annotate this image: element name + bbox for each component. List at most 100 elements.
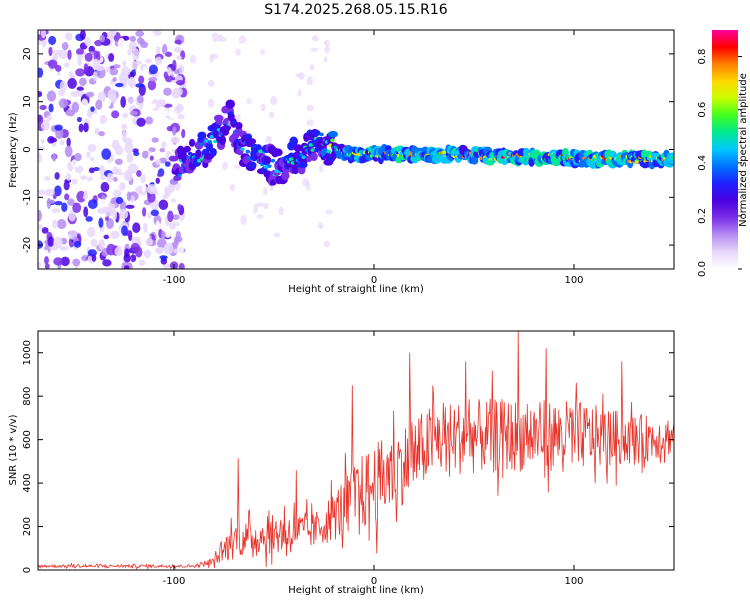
noise-blob	[268, 111, 275, 119]
noise-blob	[157, 172, 163, 177]
noise-blob	[260, 49, 266, 55]
noise-blob	[54, 172, 60, 180]
ridge-core	[177, 173, 182, 178]
noise-blob	[38, 146, 46, 152]
noise-blob	[161, 231, 166, 239]
y-tick-label: 10	[22, 95, 33, 108]
noise-blob	[325, 209, 334, 215]
noise-blob	[256, 202, 265, 207]
noise-blob	[52, 153, 57, 162]
noise-blob	[126, 191, 132, 201]
x-tick-label: -100	[163, 275, 186, 286]
colorbar-axis: 0.0 0.2 0.4 0.6 0.8	[697, 49, 742, 277]
noise-blob	[140, 41, 149, 49]
noise-blob	[84, 36, 91, 47]
noise-blob	[98, 130, 105, 137]
noise-blob	[273, 232, 281, 238]
noise-blob	[99, 199, 108, 205]
noise-blob	[161, 141, 167, 149]
noise-blob	[121, 225, 128, 236]
noise-blob	[59, 139, 65, 146]
noise-blob	[163, 242, 174, 255]
colorbar: 0.0 0.2 0.4 0.6 0.8 Normalized spectral ampl…	[697, 30, 749, 277]
noise-blob	[83, 190, 88, 200]
noise-blob	[311, 35, 319, 42]
noise-blob	[109, 67, 119, 76]
snr-panel: -100 0 100 0 200 400 600 800 1000 Height of str…	[8, 330, 675, 596]
colorbar-tick-label: 0.2	[697, 208, 708, 224]
noise-blob	[108, 53, 115, 62]
noise-blob	[323, 240, 331, 248]
noise-blob	[46, 90, 57, 102]
noise-blob	[310, 47, 319, 52]
noise-blob	[43, 249, 49, 257]
noise-blob	[48, 35, 57, 45]
ridge-core	[330, 138, 335, 143]
noise-blob	[176, 55, 182, 61]
noise-blob	[217, 34, 224, 42]
noise-blob	[39, 104, 47, 111]
noise-blob	[98, 208, 105, 214]
noise-blob	[172, 214, 180, 221]
noise-blob	[305, 181, 311, 191]
ridge-halo	[263, 156, 272, 163]
noise-blob	[87, 226, 96, 238]
snr-series-line	[38, 331, 674, 570]
noise-blob	[94, 127, 100, 135]
noise-blob	[155, 159, 161, 166]
noise-blob	[54, 201, 63, 206]
ridge-core	[670, 156, 674, 160]
noise-blob	[123, 265, 130, 269]
noise-blob	[91, 113, 100, 120]
noise-blob	[38, 142, 42, 147]
noise-blob	[142, 150, 149, 159]
noise-blob	[115, 82, 124, 88]
noise-blob	[142, 66, 148, 77]
noise-blob	[99, 34, 105, 43]
noise-blob	[121, 123, 128, 130]
noise-blob	[138, 259, 146, 266]
noise-blob	[67, 78, 77, 89]
noise-blob	[79, 30, 86, 40]
noise-blob	[265, 135, 273, 145]
noise-blob	[89, 156, 95, 162]
noise-blob	[69, 60, 74, 72]
noise-blob	[88, 167, 95, 174]
y-tick-label: 200	[22, 517, 33, 536]
noise-blob	[38, 153, 42, 164]
noise-blob	[319, 164, 324, 173]
spectrogram-y-axis: -20 -10 0 10 20	[22, 48, 674, 253]
noise-blob	[112, 64, 121, 69]
ridge-core	[288, 157, 294, 162]
noise-blob	[64, 193, 70, 201]
noise-blob	[104, 216, 109, 221]
noise-blob	[74, 165, 84, 174]
ridge-core	[207, 140, 213, 144]
noise-blob	[105, 218, 114, 229]
noise-blob	[86, 176, 93, 182]
noise-blob	[61, 202, 68, 212]
noise-blob	[260, 103, 266, 112]
noise-blob	[64, 145, 73, 158]
noise-blob	[167, 210, 174, 223]
noise-blob	[76, 190, 86, 203]
ridge-core	[186, 155, 191, 160]
noise-blob	[174, 39, 182, 45]
colorbar-tick-label: 0.8	[697, 49, 708, 65]
noise-blob	[171, 126, 177, 136]
noise-blob	[38, 114, 44, 125]
noise-blob	[167, 184, 175, 193]
noise-blob	[44, 175, 51, 181]
noise-blob	[172, 59, 177, 72]
noise-blob	[92, 71, 98, 82]
colorbar-tick-label: 0.0	[697, 261, 708, 277]
noise-blob	[41, 30, 46, 39]
noise-blob	[210, 53, 219, 59]
ridge-halo	[189, 138, 196, 147]
noise-blob	[263, 203, 269, 210]
noise-blob	[60, 256, 70, 267]
noise-blob	[98, 238, 105, 251]
noise-blob	[135, 30, 145, 37]
ridge-core	[231, 120, 236, 125]
noise-blob	[86, 151, 91, 159]
